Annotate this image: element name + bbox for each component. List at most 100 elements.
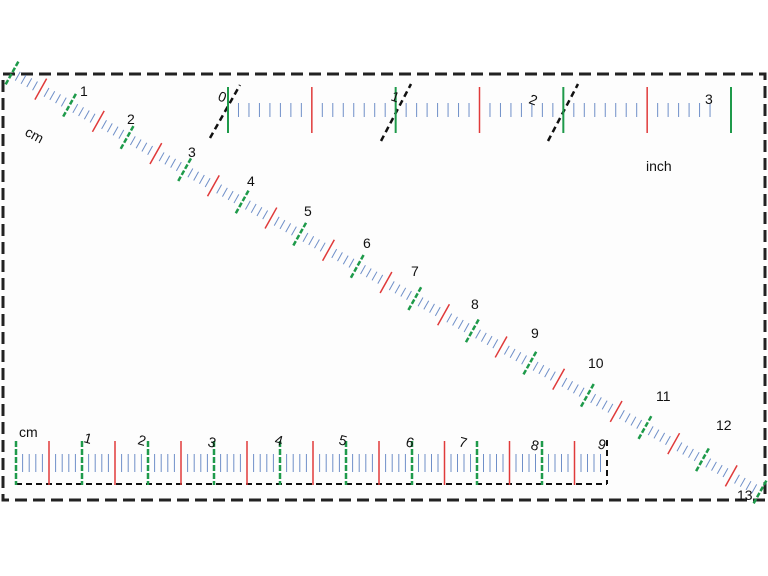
- major-tick: [119, 125, 135, 150]
- minor-tick: [572, 384, 579, 394]
- minor-tick: [101, 119, 107, 130]
- minor-tick: [112, 126, 119, 136]
- minor-tick: [647, 426, 654, 436]
- minor-tick: [463, 323, 470, 333]
- minor-tick: [193, 171, 200, 181]
- minor-tick: [141, 142, 148, 152]
- minor-tick: [688, 448, 694, 458]
- minor-tick: [423, 300, 430, 310]
- bottom-cm-ruler: [14, 440, 608, 485]
- minor-tick: [262, 210, 269, 220]
- minor-tick: [187, 168, 194, 178]
- inch-label: 3: [705, 91, 713, 107]
- minor-tick: [319, 242, 326, 252]
- major-tick: [752, 480, 768, 504]
- minor-tick: [567, 381, 574, 391]
- minor-tick: [601, 400, 608, 410]
- minor-tick: [653, 429, 660, 439]
- minor-tick: [227, 190, 234, 201]
- minor-tick: [400, 287, 407, 297]
- diagonal-label: 13: [737, 487, 753, 503]
- minor-tick: [233, 194, 240, 204]
- half-tick: [149, 142, 163, 165]
- minor-tick: [365, 268, 372, 278]
- major-tick: [464, 318, 480, 343]
- minor-tick: [285, 223, 292, 233]
- diagonal-label: 10: [588, 355, 604, 371]
- minor-tick: [204, 177, 211, 188]
- minor-tick: [342, 255, 349, 265]
- minor-tick: [682, 445, 689, 455]
- minor-tick: [49, 90, 56, 101]
- minor-tick: [377, 274, 384, 284]
- minor-tick: [452, 316, 458, 326]
- diagonal-unit-label: cm: [23, 124, 47, 147]
- half-tick: [264, 207, 278, 229]
- bottom-unit-label: cm: [19, 424, 38, 440]
- diagonal-label: 7: [411, 263, 419, 279]
- half-tick: [321, 239, 335, 262]
- half-tick: [609, 400, 623, 423]
- minor-tick: [175, 161, 182, 172]
- minor-tick: [630, 416, 637, 426]
- major-tick: [177, 157, 193, 182]
- minor-tick: [716, 464, 723, 475]
- minor-tick: [590, 393, 597, 404]
- minor-tick: [256, 206, 263, 217]
- major-tick: [637, 415, 653, 440]
- diagonal-label: 9: [531, 325, 539, 341]
- bottom-label: 4: [273, 431, 285, 449]
- minor-tick: [659, 432, 666, 442]
- minor-tick: [722, 468, 729, 478]
- minor-tick: [302, 232, 309, 242]
- major-tick: [4, 61, 20, 85]
- minor-tick: [216, 184, 223, 194]
- minor-tick: [711, 461, 717, 471]
- diagonal-label: 4: [247, 173, 255, 189]
- minor-tick: [170, 158, 176, 168]
- minor-tick: [337, 252, 343, 262]
- minor-tick: [147, 145, 153, 155]
- minor-tick: [734, 474, 740, 484]
- minor-tick: [55, 94, 61, 104]
- minor-tick: [515, 352, 522, 362]
- minor-tick: [129, 136, 136, 146]
- minor-tick: [619, 410, 625, 420]
- half-tick: [494, 336, 508, 358]
- diagonal-label: 3: [188, 144, 196, 160]
- minor-tick: [164, 155, 171, 165]
- half-tick: [379, 271, 393, 294]
- minor-tick: [693, 451, 700, 462]
- minor-tick: [705, 458, 712, 468]
- diagonal-label: 5: [304, 203, 312, 219]
- minor-tick: [106, 123, 113, 133]
- minor-tick: [394, 284, 401, 294]
- minor-tick: [78, 107, 84, 117]
- minor-tick: [20, 74, 27, 85]
- minor-tick: [665, 435, 671, 446]
- minor-tick: [544, 368, 550, 378]
- inch-unit-label: inch: [646, 158, 672, 174]
- minor-tick: [43, 87, 50, 97]
- major-tick: [579, 383, 595, 408]
- minor-tick: [331, 248, 338, 259]
- minor-tick: [279, 219, 286, 230]
- diagonal-label: 11: [656, 388, 671, 404]
- minor-tick: [388, 281, 395, 291]
- minor-tick: [636, 419, 643, 429]
- diagonal-label: 2: [127, 111, 135, 127]
- minor-tick: [607, 403, 614, 413]
- minor-tick: [26, 78, 33, 88]
- diagonal-label: 1: [80, 83, 88, 99]
- bottom-label: 2: [136, 431, 148, 449]
- bottom-label: 5: [337, 431, 349, 449]
- bottom-label: 9: [596, 435, 608, 453]
- major-tick: [695, 447, 710, 472]
- minor-tick: [429, 303, 435, 313]
- major-tick: [349, 254, 365, 279]
- minor-tick: [475, 329, 481, 339]
- minor-tick: [492, 339, 499, 349]
- minor-tick: [446, 313, 453, 323]
- minor-tick: [538, 364, 545, 375]
- minor-tick: [509, 348, 516, 359]
